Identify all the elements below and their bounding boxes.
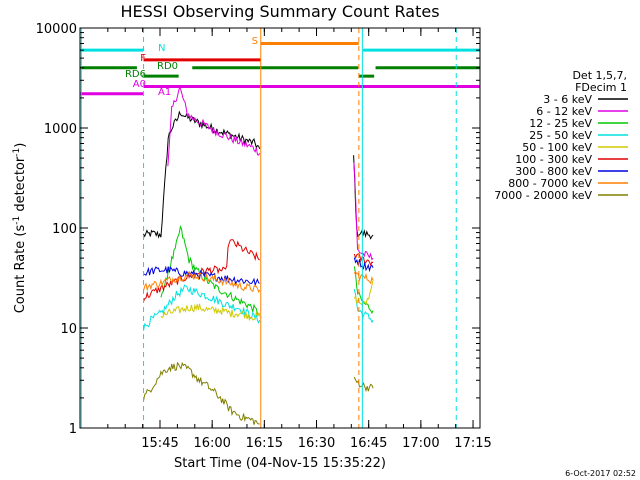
legend-label-50-100-kev: 50 - 100 keV [522,141,592,154]
series-line-50-100-kev-1 [353,280,374,307]
series-line-300-800-kev-1 [353,257,374,273]
legend-label-300-800-kev: 300 - 800 keV [515,165,592,178]
y-tick-label-1: 10 [60,322,77,337]
series-line-100-300-kev-0 [143,239,260,302]
interval-markers [80,28,457,428]
series-line-50-100-kev-0 [160,303,261,322]
flag-label-s: S [252,36,258,47]
legend-label-12-25-kev: 12 - 25 keV [529,117,592,130]
flag-label-n: N [158,43,165,54]
y-axis-title-mid: detector [13,156,28,216]
flag-label-rd6: RD6 [125,69,146,80]
chart-title: HESSI Observing Summary Count Rates [120,2,439,21]
x-axis-title: Start Time (04-Nov-15 15:35:22) [174,456,386,471]
footer-timestamp: 6-Oct-2017 02:52 [565,469,636,478]
legend-label-6-12-kev: 6 - 12 keV [536,105,592,118]
y-axis-title-main: Count Rate (s [13,225,28,314]
series-line-7000-20000-kev-1 [353,376,374,393]
x-tick-label-0: 15:45 [141,436,178,451]
series-lines [143,85,374,425]
series-line-800-7000-kev-0 [143,271,261,294]
legend-header-line-1: Det 1,5,7, [572,69,627,82]
flag-label-a0: A0 [133,79,146,90]
legend-header-line-2: FDecim 1 [575,81,627,94]
legend-label-7000-20000-kev: 7000 - 20000 keV [494,189,592,202]
y-axis-title-sup2: -1 [12,148,22,157]
series-line-25-50-kev-1 [353,289,374,324]
series-line-7000-20000-kev-0 [143,361,260,425]
legend-label-800-7000-kev: 800 - 7000 keV [508,177,592,190]
legend-label-25-50-kev: 25 - 50 keV [529,129,592,142]
series-line-6-12-kev-0 [167,85,261,167]
legend-label-100-300-kev: 100 - 300 keV [515,153,592,166]
series-line-25-50-kev-0 [143,284,261,331]
series-line-800-7000-kev-1 [353,272,374,285]
y-tick-label-2: 100 [52,222,77,237]
x-axis-ticks: 15:45 16:00 16:15 16:30 16:45 17:00 17:15 [107,28,492,451]
flag-label-a1: A1 [158,87,171,98]
y-axis-title-end: ) [13,143,28,148]
y-axis-title-sup1: -1 [12,216,22,225]
x-tick-label-2: 16:15 [246,436,283,451]
y-tick-label-3: 1000 [44,122,77,137]
y-axis-ticks: 1 10 100 1000 10000 [36,22,480,437]
x-tick-label-3: 16:30 [298,436,335,451]
legend-label-3-6-kev: 3 - 6 keV [543,93,592,106]
flag-label-rd0: RD0 [157,61,178,72]
y-tick-label-4: 10000 [36,22,77,37]
x-tick-label-6: 17:15 [454,436,491,451]
series-line-12-25-kev-0 [160,225,261,316]
flag-bars: NSFRD0RD6A0A1 [80,36,480,98]
y-axis-title: Count Rate (s-1 detector-1) [12,143,28,314]
x-tick-label-5: 17:00 [402,436,439,451]
y-tick-label-0: 1 [69,422,77,437]
x-tick-label-1: 16:00 [193,436,230,451]
series-line-100-300-kev-1 [353,253,374,267]
x-tick-label-4: 16:45 [350,436,387,451]
series-line-300-800-kev-0 [143,265,260,288]
